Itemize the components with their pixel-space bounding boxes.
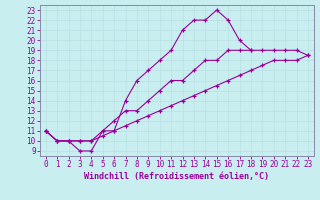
X-axis label: Windchill (Refroidissement éolien,°C): Windchill (Refroidissement éolien,°C) [84,172,269,181]
